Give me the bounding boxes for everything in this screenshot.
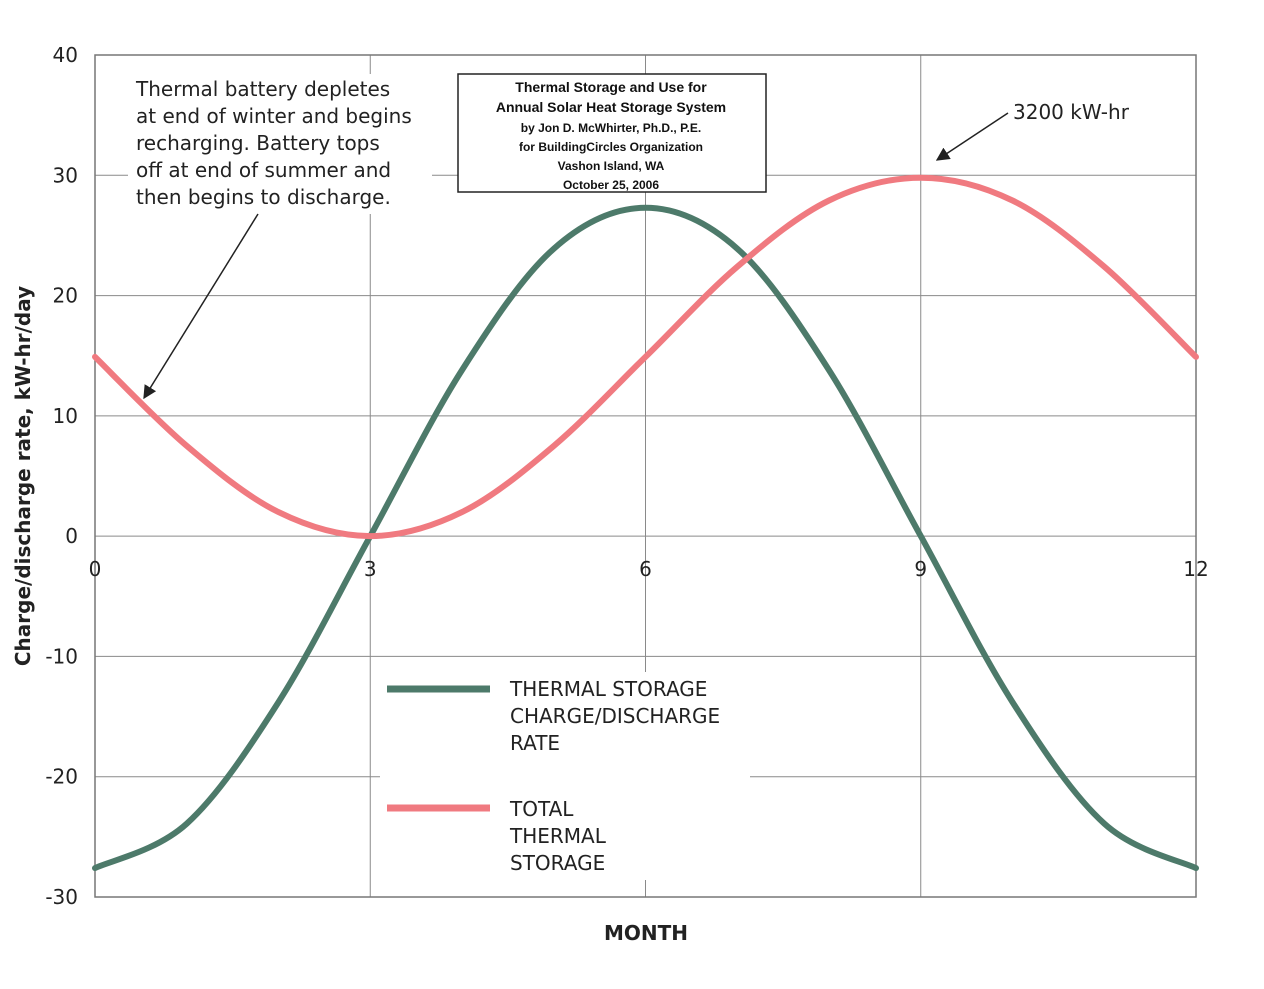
y-tick-labels: 40 30 20 10 0 -10 -20 -30 [45, 43, 78, 909]
title-box [457, 73, 767, 193]
series-line-total-thermal-storage [92, 174, 1199, 540]
series-line-thermal-storage-rate [92, 204, 1199, 872]
legend-label-charge-rate-2: CHARGE/DISCHARGE [510, 704, 720, 728]
title-line-5: Vashon Island, WA [558, 159, 665, 173]
title-line-4: for BuildingCircles Organization [519, 140, 703, 154]
y-tick-label: -10 [45, 644, 78, 668]
battery-note-background [128, 74, 432, 214]
legend-label-charge-rate-3: RATE [510, 731, 560, 755]
battery-note-arrow [143, 213, 259, 400]
title-line-1: Thermal Storage and Use for [515, 79, 707, 95]
battery-note-line-4: off at end of summer and [136, 158, 391, 182]
peak-note: 3200 kW-hr [1013, 100, 1130, 124]
x-tick-labels: 0 3 6 9 12 [89, 557, 1209, 581]
battery-note-line-2: at end of winter and begins [136, 104, 412, 128]
x-tick-label: 0 [89, 557, 102, 581]
title-line-6: October 25, 2006 [563, 178, 659, 192]
battery-note-line-5: then begins to discharge. [136, 185, 391, 209]
legend-label-total-storage-2: THERMAL [509, 824, 607, 848]
x-axis-title: MONTH [604, 921, 688, 945]
legend-background [380, 672, 750, 880]
y-axis-title: Charge/discharge rate, kW-hr/day [11, 286, 35, 666]
y-tick-label: 20 [53, 284, 78, 308]
x-tick-label: 6 [639, 557, 652, 581]
plot-frame [94, 54, 1197, 898]
legend-label-total-storage-3: STORAGE [510, 851, 605, 875]
y-tick-label: 10 [53, 404, 78, 428]
title-line-2: Annual Solar Heat Storage System [496, 99, 726, 115]
y-tick-label: 40 [53, 43, 78, 67]
x-tick-label: 9 [914, 557, 927, 581]
battery-note-line-3: recharging. Battery tops [136, 131, 380, 155]
y-tick-label: -30 [45, 885, 78, 909]
y-tick-label: 0 [65, 524, 78, 548]
y-tick-label: 30 [53, 163, 78, 187]
x-tick-label: 3 [364, 557, 377, 581]
series-lines [92, 174, 1199, 872]
x-tick-label: 12 [1183, 557, 1208, 581]
peak-note-arrow [935, 112, 1009, 161]
y-tick-label: -20 [45, 765, 78, 789]
legend-label-total-storage-1: TOTAL [509, 797, 574, 821]
legend-label-charge-rate-1: THERMAL STORAGE [509, 677, 707, 701]
battery-note-line-1: Thermal battery depletes [135, 77, 390, 101]
title-line-3: by Jon D. McWhirter, Ph.D., P.E. [521, 121, 701, 135]
